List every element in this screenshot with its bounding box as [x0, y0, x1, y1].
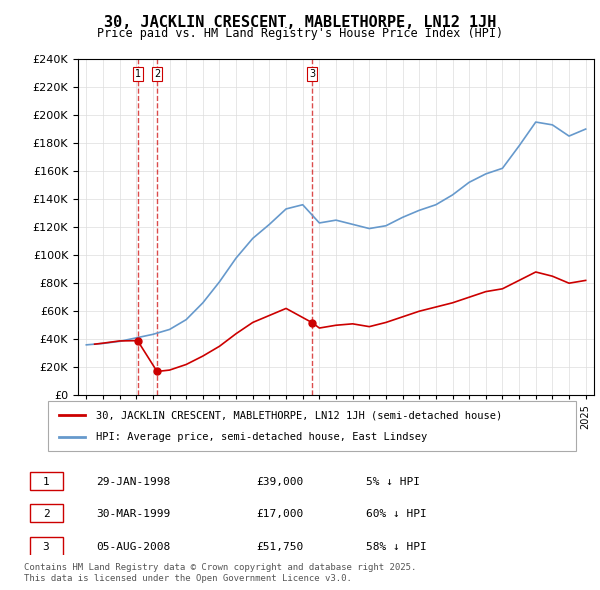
Text: £39,000: £39,000	[256, 477, 303, 487]
Text: Contains HM Land Registry data © Crown copyright and database right 2025.
This d: Contains HM Land Registry data © Crown c…	[24, 563, 416, 583]
Text: 1: 1	[134, 69, 140, 79]
Text: 05-AUG-2008: 05-AUG-2008	[96, 542, 170, 552]
Text: 58% ↓ HPI: 58% ↓ HPI	[366, 542, 427, 552]
Text: 2: 2	[154, 69, 160, 79]
Text: 30, JACKLIN CRESCENT, MABLETHORPE, LN12 1JH: 30, JACKLIN CRESCENT, MABLETHORPE, LN12 …	[104, 15, 496, 30]
Text: 30-MAR-1999: 30-MAR-1999	[96, 509, 170, 519]
Text: 29-JAN-1998: 29-JAN-1998	[96, 477, 170, 487]
Text: 3: 3	[43, 542, 49, 552]
FancyBboxPatch shape	[29, 504, 62, 523]
FancyBboxPatch shape	[48, 401, 576, 451]
Text: 2: 2	[43, 509, 49, 519]
Text: Price paid vs. HM Land Registry's House Price Index (HPI): Price paid vs. HM Land Registry's House …	[97, 27, 503, 40]
Text: £51,750: £51,750	[256, 542, 303, 552]
Text: HPI: Average price, semi-detached house, East Lindsey: HPI: Average price, semi-detached house,…	[95, 432, 427, 442]
Text: 5% ↓ HPI: 5% ↓ HPI	[366, 477, 420, 487]
Text: 60% ↓ HPI: 60% ↓ HPI	[366, 509, 427, 519]
Text: £17,000: £17,000	[256, 509, 303, 519]
Text: 30, JACKLIN CRESCENT, MABLETHORPE, LN12 1JH (semi-detached house): 30, JACKLIN CRESCENT, MABLETHORPE, LN12 …	[95, 410, 502, 420]
FancyBboxPatch shape	[29, 472, 62, 490]
Text: 3: 3	[310, 69, 316, 79]
FancyBboxPatch shape	[29, 537, 62, 556]
Text: 1: 1	[43, 477, 49, 487]
